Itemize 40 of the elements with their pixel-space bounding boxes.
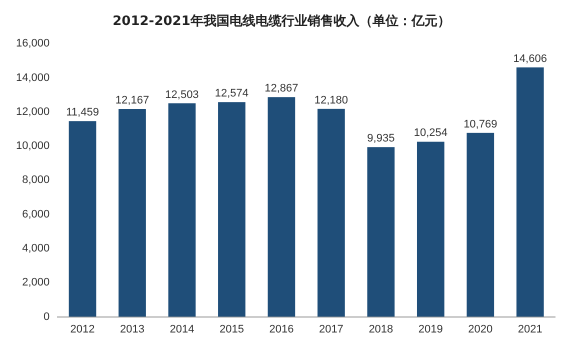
x-tick-label: 2013 <box>120 323 144 336</box>
x-tick-label: 2019 <box>418 323 443 336</box>
bar <box>268 97 296 317</box>
y-tick-label: 12,000 <box>16 106 50 118</box>
chart-title: 2012-2021年我国电线电缆行业销售收入（单位：亿元） <box>112 13 450 30</box>
y-tick-label: 4,000 <box>22 242 50 255</box>
bar <box>118 109 146 317</box>
data-label: 9,935 <box>367 132 395 145</box>
data-label: 12,167 <box>115 94 150 107</box>
bar <box>367 147 395 317</box>
data-label: 12,867 <box>264 82 298 95</box>
y-tick-label: 0 <box>44 310 50 323</box>
x-tick-label: 2012 <box>70 323 95 336</box>
x-tick-label: 2017 <box>318 323 344 336</box>
x-tick-label: 2014 <box>170 323 194 336</box>
bar <box>218 102 246 317</box>
y-tick-label: 10,000 <box>16 140 50 152</box>
data-label: 10,769 <box>464 118 498 130</box>
data-label: 12,503 <box>165 88 199 101</box>
bar <box>318 108 345 317</box>
y-tick-label: 2,000 <box>22 276 50 289</box>
bar <box>516 67 544 317</box>
y-tick-label: 14,000 <box>16 72 50 84</box>
bar <box>168 103 196 317</box>
y-tick-label: 16,000 <box>16 38 50 50</box>
data-label: 12,574 <box>214 88 249 100</box>
x-tick-label: 2016 <box>269 323 294 336</box>
data-label: 12,180 <box>314 94 348 106</box>
bar <box>416 142 444 317</box>
x-tick-label: 2021 <box>518 323 542 336</box>
x-tick-label: 2018 <box>368 323 394 336</box>
x-tick-label: 2020 <box>468 323 493 336</box>
y-tick-label: 8,000 <box>22 174 50 186</box>
x-tick-label: 2015 <box>219 323 244 336</box>
data-label: 10,254 <box>414 127 448 140</box>
bar <box>68 121 96 317</box>
data-label: 11,459 <box>66 106 99 119</box>
y-tick-label: 6,000 <box>22 208 50 220</box>
bar <box>466 132 494 317</box>
data-label: 14,606 <box>513 52 547 65</box>
